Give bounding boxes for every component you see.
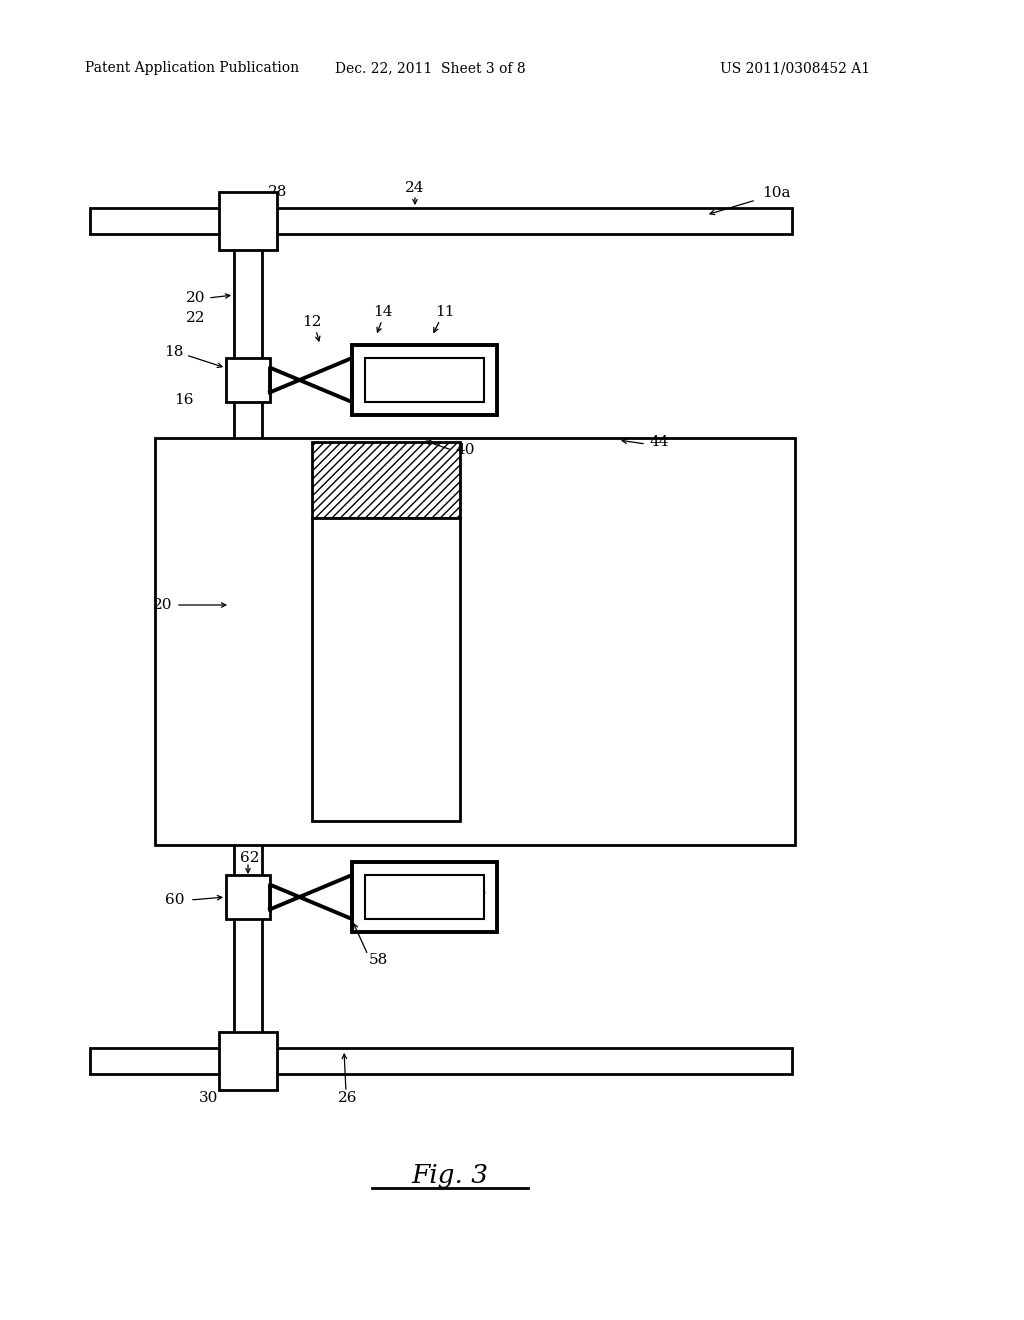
Bar [365,358,484,403]
Text: Fig. 3: Fig. 3 [412,1163,488,1188]
Text: 28: 28 [268,185,288,199]
Text: 58: 58 [369,953,388,968]
Text: 44: 44 [650,436,670,449]
Text: 22: 22 [185,312,205,325]
Text: 60: 60 [166,894,185,907]
Text: 12: 12 [302,315,322,329]
Bar [234,195,262,1065]
Text: 14: 14 [374,305,393,319]
Text: 24: 24 [406,181,425,195]
Text: 20: 20 [153,598,172,612]
Bar [312,442,460,517]
Text: 11: 11 [435,305,455,319]
Text: 18: 18 [164,345,183,359]
Bar [352,862,497,932]
Text: 62: 62 [240,851,259,865]
Bar [219,191,278,249]
Text: 56: 56 [468,884,487,899]
Bar [90,1048,792,1074]
Text: Dec. 22, 2011  Sheet 3 of 8: Dec. 22, 2011 Sheet 3 of 8 [335,61,525,75]
Polygon shape [270,875,352,919]
Text: 26: 26 [338,1092,357,1105]
Text: 30: 30 [199,1092,218,1105]
Text: 40: 40 [455,444,474,457]
Text: US 2011/0308452 A1: US 2011/0308452 A1 [720,61,870,75]
Bar [365,875,484,919]
Bar [155,438,795,845]
Polygon shape [270,358,352,403]
Text: 16: 16 [174,393,194,407]
Bar [90,209,792,234]
Text: 20: 20 [185,290,205,305]
Bar [219,1032,278,1090]
Bar [352,345,497,414]
Text: Patent Application Publication: Patent Application Publication [85,61,299,75]
Bar [226,358,270,403]
Bar [312,517,460,821]
Bar [226,875,270,919]
Text: 10a: 10a [762,186,791,201]
